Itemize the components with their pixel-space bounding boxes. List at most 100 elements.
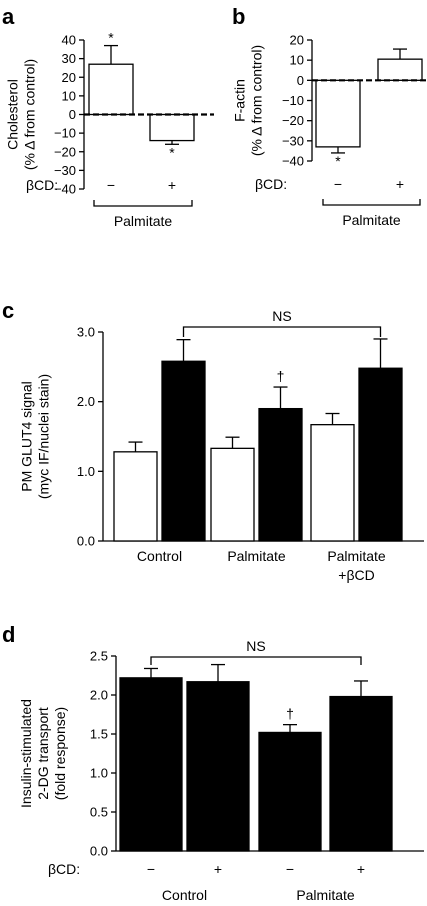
panel-d-bars: † NS — [116, 638, 424, 852]
d-bracket — [150, 656, 362, 665]
d-ylabel-line: 2-DG transport — [35, 707, 51, 800]
d-bar — [119, 677, 183, 852]
panel-a-ylabel: Cholesterol (% Δ from control) — [5, 59, 38, 170]
panel-b-bars: * — [312, 48, 427, 169]
b-bar — [377, 58, 423, 81]
a-y-tick-label: −20 — [54, 144, 76, 159]
d-factor-level: + — [357, 861, 365, 877]
c-bracket-label: NS — [272, 308, 291, 324]
a-group-bracket — [93, 200, 193, 207]
d-group-label: Control — [162, 887, 207, 903]
c-ylabel-line: (myc IF/nuclei stain) — [36, 374, 52, 499]
b-significance-mark: * — [335, 153, 341, 169]
b-group-label: Palmitate — [342, 212, 401, 228]
b-ylabel-line: F-actin — [232, 79, 248, 122]
panel-c: c PM GLUT4 signal (myc IF/nuclei stain) 0… — [2, 298, 424, 583]
panel-b-axis: −40 −30 −20 −10 0 10 20 — [282, 33, 313, 169]
c-bar — [358, 367, 403, 542]
panel-b-factor: βCD: − + Palmitate — [255, 176, 421, 228]
c-y-tick-label: 1.0 — [77, 464, 95, 479]
c-bracket — [182, 326, 382, 337]
b-y-tick-label: 0 — [297, 73, 304, 88]
b-y-tick-label: −20 — [282, 113, 304, 128]
c-bar — [210, 447, 255, 542]
a-y-tick-label: −30 — [54, 163, 76, 178]
d-factor-level: − — [147, 861, 155, 877]
c-category-label: Palmitate — [327, 548, 386, 564]
c-bar — [161, 360, 206, 542]
d-bar — [329, 695, 393, 852]
b-y-tick-label: −30 — [282, 133, 304, 148]
d-significance-mark: † — [286, 706, 294, 722]
a-bar — [88, 63, 134, 116]
b-factor-label: βCD: — [255, 176, 287, 192]
a-ylabel-line: Cholesterol — [5, 79, 21, 150]
a-y-tick-label: −10 — [54, 126, 76, 141]
a-ylabel-line: (% Δ from control) — [22, 59, 38, 170]
b-group-bracket — [322, 199, 421, 206]
d-ylabel-line: Insulin-stimulated — [18, 699, 34, 808]
panel-c-ylabel: PM GLUT4 signal (myc IF/nuclei stain) — [19, 374, 52, 499]
a-significance-mark: * — [169, 144, 175, 160]
d-y-tick-label: 0.5 — [90, 805, 108, 820]
d-factor-level: − — [286, 861, 294, 877]
panel-c-bars: † NS — [103, 308, 424, 542]
a-factor-label: βCD: — [26, 177, 58, 193]
d-y-tick-label: 2.5 — [90, 649, 108, 664]
d-y-tick-label: 2.0 — [90, 688, 108, 703]
d-factor-label: βCD: — [48, 861, 80, 877]
a-y-tick-label: 30 — [62, 51, 76, 66]
panel-b-label: b — [232, 4, 245, 29]
c-bar — [258, 407, 303, 542]
a-factor-level: − — [107, 177, 115, 193]
a-y-tick-label: 40 — [62, 33, 76, 48]
a-significance-mark: * — [108, 30, 114, 46]
d-bar — [186, 681, 250, 852]
panel-d: d Insulin-stimulated 2-DG transport (fold … — [2, 622, 424, 903]
d-group-label: Palmitate — [296, 887, 355, 903]
panel-c-label: c — [2, 298, 14, 323]
c-bar — [113, 451, 158, 542]
c-significance-mark: † — [277, 368, 285, 384]
c-y-tick-label: 3.0 — [77, 325, 95, 340]
panel-d-ylabel: Insulin-stimulated 2-DG transport (fold re… — [18, 699, 68, 808]
d-y-tick-label: 1.0 — [90, 766, 108, 781]
d-ylabel-line: (fold response) — [52, 707, 68, 800]
a-y-tick-label: −40 — [54, 182, 76, 197]
a-bar — [149, 113, 195, 142]
panel-b-ylabel: F-actin (% Δ from control) — [232, 45, 265, 156]
panel-c-axis: 0.0 1.0 2.0 3.0 — [77, 325, 104, 549]
panel-d-label: d — [2, 622, 15, 647]
b-ylabel-line: (% Δ from control) — [249, 45, 265, 156]
a-y-tick-label: 10 — [62, 88, 76, 103]
c-y-tick-label: 0.0 — [77, 534, 95, 549]
panel-a: a Cholesterol (% Δ from control) −40−30−2… — [2, 4, 214, 229]
d-factor-level: + — [214, 861, 222, 877]
d-bar — [258, 731, 322, 852]
c-category-label: Control — [137, 548, 182, 564]
b-bar — [315, 79, 361, 148]
b-factor-level: + — [396, 176, 404, 192]
c-category-label: +βCD — [338, 567, 374, 583]
c-category-label: Palmitate — [227, 548, 286, 564]
d-bracket-label: NS — [246, 638, 265, 654]
b-y-tick-label: 10 — [290, 53, 304, 68]
panel-a-bars: ** — [84, 30, 214, 160]
d-y-tick-label: 0.0 — [90, 844, 108, 859]
panel-a-label: a — [2, 4, 15, 29]
b-y-tick-label: 20 — [290, 33, 304, 48]
c-ylabel-line: PM GLUT4 signal — [19, 381, 35, 491]
d-y-tick-label: 1.5 — [90, 727, 108, 742]
a-group-label: Palmitate — [114, 213, 173, 229]
panel-a-axis: −40 −30 −20 −10 0 10 20 30 40 — [54, 33, 85, 197]
c-y-tick-label: 2.0 — [77, 394, 95, 409]
b-y-tick-label: −40 — [282, 154, 304, 169]
a-y-tick-label: 20 — [62, 70, 76, 85]
panel-c-categories: Control Palmitate Palmitate +βCD — [137, 548, 386, 583]
panel-b: b F-actin (% Δ from control) −40 −30 −20 −10… — [232, 4, 427, 228]
a-factor-level: + — [168, 177, 176, 193]
panel-d-factor: βCD: − + − + Control Palmitate — [48, 861, 365, 903]
panel-d-axis: 0.0 0.5 1.0 1.5 2.0 2.5 — [90, 649, 117, 859]
b-y-tick-label: −10 — [282, 93, 304, 108]
